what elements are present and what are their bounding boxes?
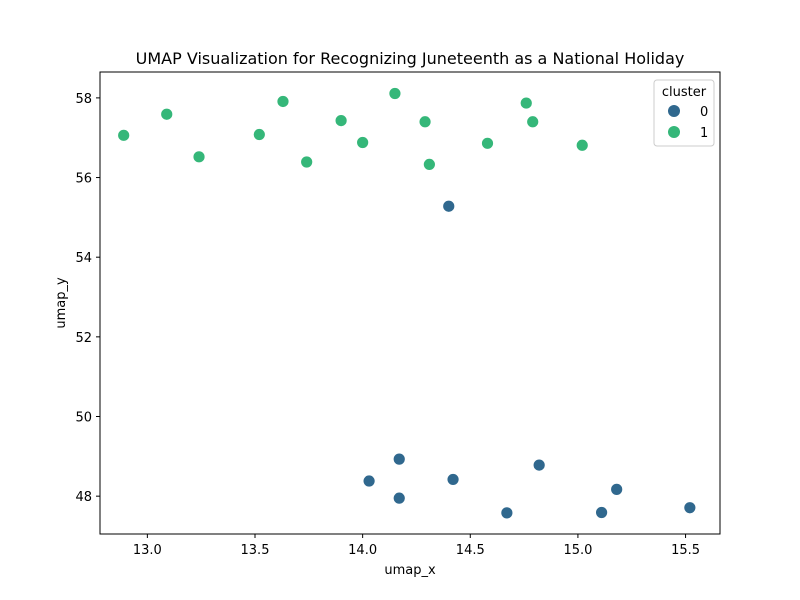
legend: cluster 0 1	[653, 79, 715, 147]
x-axis: 13.0 13.5 14.0 14.5 15.0 15.5	[133, 534, 700, 558]
y-axis: 48 50 52 54 56 58	[75, 92, 100, 505]
point-cluster-0	[442, 199, 456, 213]
point-cluster-0	[595, 506, 608, 519]
plot-frame	[99, 71, 721, 535]
legend-marker-1	[668, 126, 680, 138]
point-cluster-0	[362, 474, 376, 488]
legend-title: cluster	[662, 85, 707, 100]
y-tick-label: 58	[75, 92, 92, 107]
point-cluster-0	[532, 458, 546, 472]
point-cluster-1	[117, 128, 131, 142]
point-cluster-0	[392, 491, 406, 505]
point-cluster-0	[392, 452, 406, 466]
point-cluster-1	[388, 87, 402, 100]
point-cluster-0	[683, 501, 697, 515]
y-tick-label: 50	[75, 411, 92, 426]
point-cluster-1	[160, 107, 174, 121]
point-cluster-1	[276, 95, 290, 108]
point-cluster-1	[300, 155, 314, 169]
x-tick-label: 14.0	[348, 543, 377, 558]
point-cluster-1	[356, 136, 370, 149]
point-cluster-1	[252, 128, 266, 141]
point-cluster-1	[418, 115, 432, 129]
point-cluster-0	[610, 482, 624, 496]
point-cluster-1	[334, 114, 348, 127]
legend-label-1: 1	[700, 126, 708, 141]
x-tick-label: 13.5	[241, 543, 270, 558]
point-cluster-0	[446, 473, 460, 486]
x-tick-label: 13.0	[133, 543, 162, 558]
point-cluster-1	[519, 96, 533, 110]
y-axis-label: umap_y	[54, 277, 69, 329]
chart-title: UMAP Visualization for Recognizing Junet…	[136, 49, 685, 68]
x-tick-label: 14.5	[456, 543, 485, 558]
point-cluster-1	[422, 157, 436, 171]
legend-label-0: 0	[700, 105, 708, 120]
x-axis-label: umap_x	[384, 563, 436, 578]
point-cluster-1	[192, 150, 206, 164]
y-tick-label: 48	[75, 490, 92, 505]
plot-area	[117, 87, 697, 520]
point-cluster-1	[575, 138, 589, 152]
point-cluster-0	[500, 506, 514, 520]
y-tick-label: 54	[75, 251, 92, 266]
y-tick-label: 52	[75, 331, 92, 346]
point-cluster-1	[481, 136, 494, 150]
legend-marker-0	[668, 105, 680, 117]
y-tick-label: 56	[75, 172, 92, 187]
point-cluster-1	[526, 115, 540, 129]
x-tick-label: 15.0	[563, 543, 592, 558]
x-tick-label: 15.5	[671, 543, 700, 558]
